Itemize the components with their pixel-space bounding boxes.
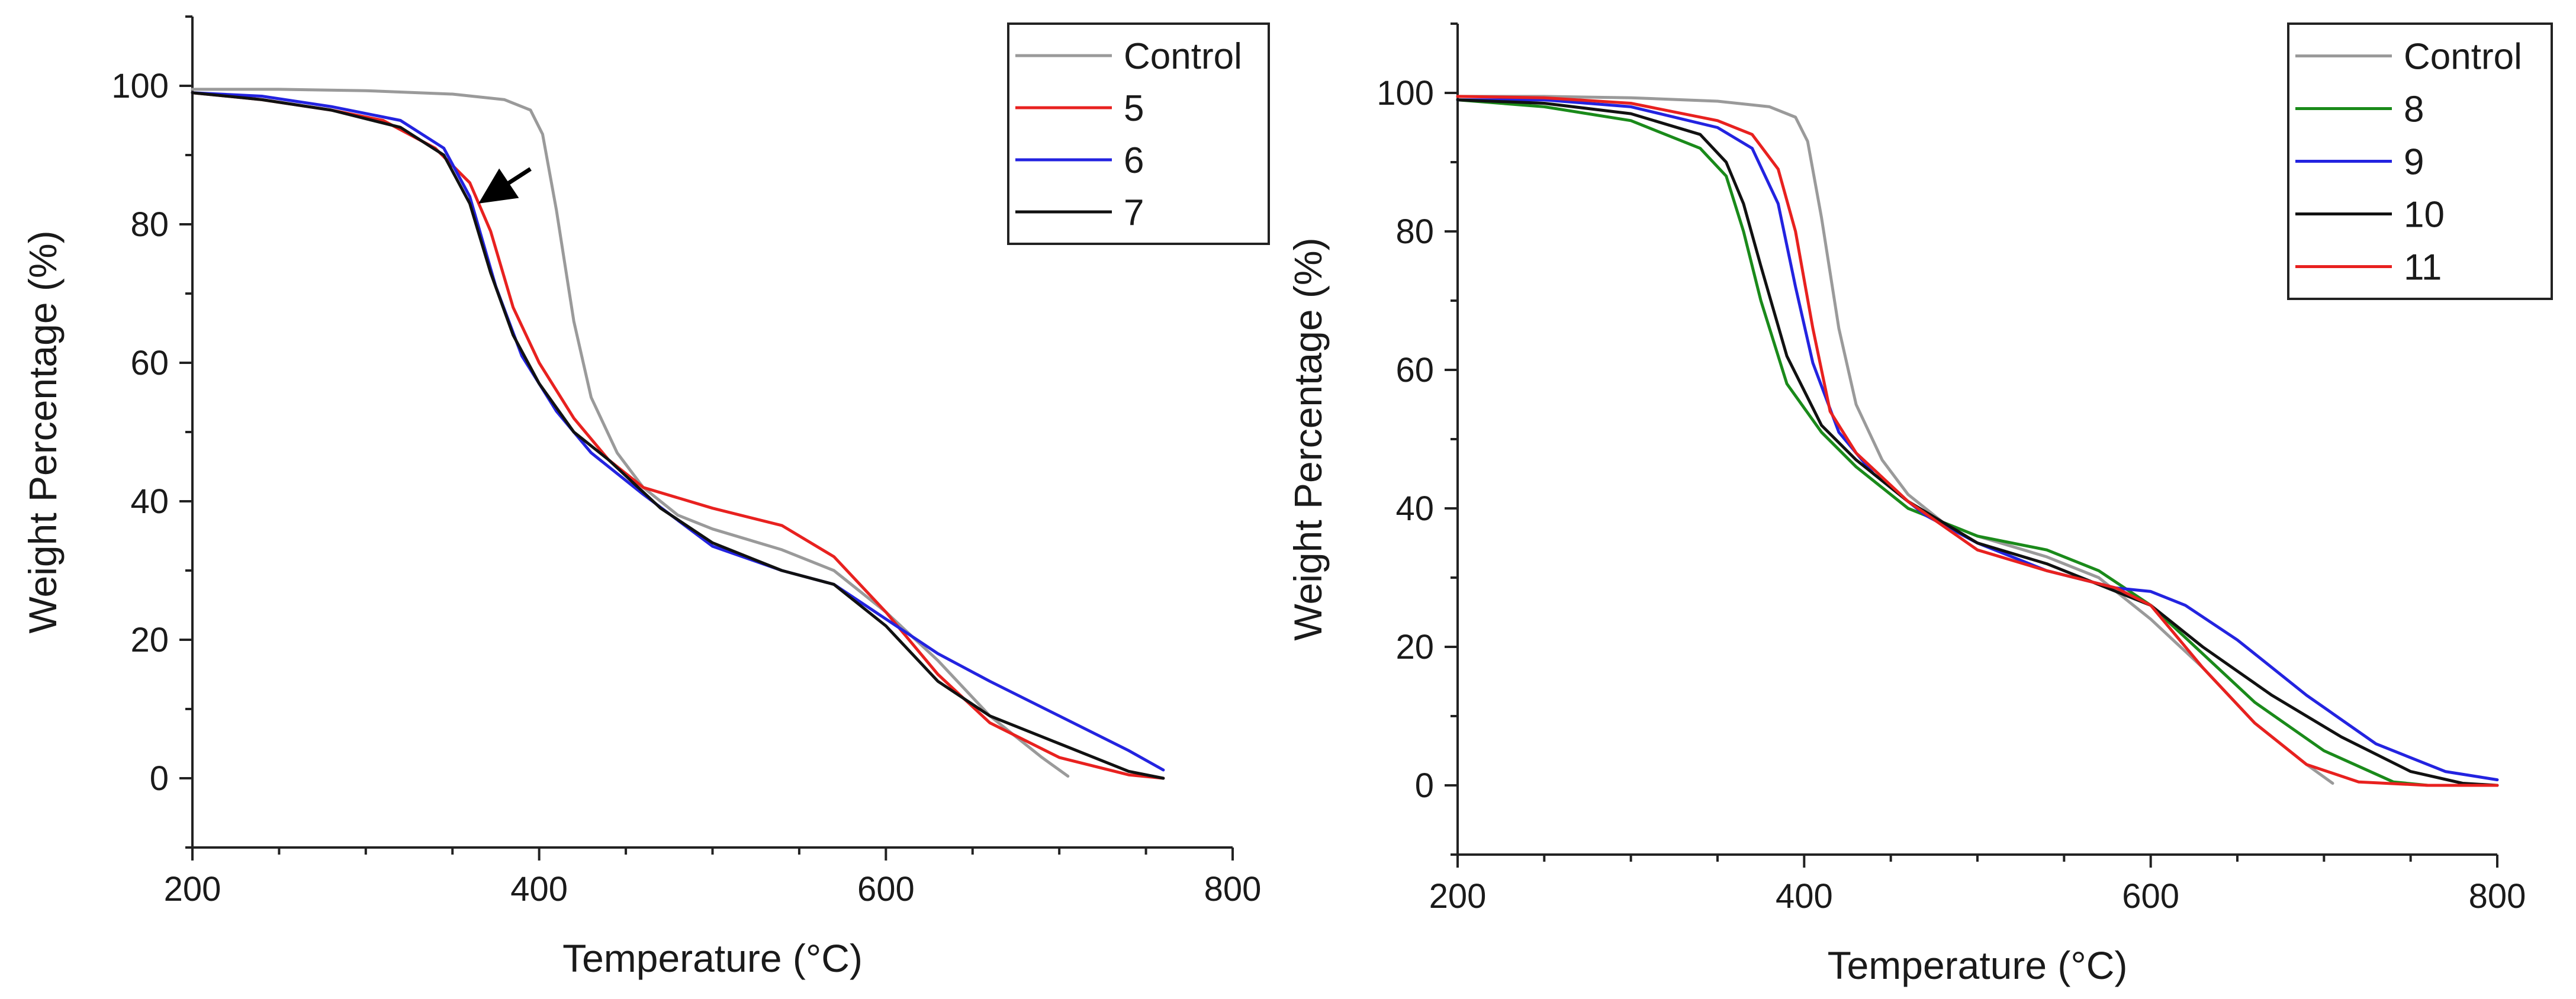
y-tick-label: 100	[1377, 74, 1434, 112]
legend-box	[1007, 22, 1270, 245]
chart-left-panel: 200 400 600 800 0 20 40 60 80 100 Temperature (°C)…	[21, 15, 1270, 980]
legend-label: Control	[1124, 36, 1242, 77]
series-line-8	[1456, 98, 2430, 787]
x-tick-label: 600	[857, 870, 915, 908]
x-tick-label: 400	[1776, 877, 1833, 916]
series-line-control	[191, 88, 1070, 778]
chart-right-panel: 200 400 600 800 0 20 40 60 80 100 Temperature (°C)…	[1286, 22, 2553, 987]
x-tick-label: 400	[510, 870, 568, 908]
legend-label: 8	[2404, 89, 2424, 130]
legend-label: 5	[1124, 88, 1144, 129]
y-axis-label: Weight Percentage (%)	[21, 230, 65, 633]
series-line-control	[1456, 95, 2334, 785]
y-tick-label: 40	[130, 482, 169, 521]
legend-label: 7	[1124, 192, 1144, 233]
y-tick-label: 20	[1395, 628, 1434, 666]
x-tick-label: 800	[2469, 877, 2526, 916]
legend-label: 9	[2404, 142, 2424, 183]
series-line-6	[191, 91, 1165, 772]
x-tick-label: 200	[1429, 877, 1487, 916]
y-tick-label: 80	[130, 205, 169, 244]
x-tick-label: 600	[2122, 877, 2179, 916]
series-line-7	[191, 91, 1165, 780]
legend-label: 10	[2404, 195, 2445, 236]
y-tick-label: 60	[1395, 351, 1434, 389]
y-tick-label: 60	[130, 344, 169, 382]
x-tick-label: 800	[1204, 870, 1262, 908]
series-line-11	[1456, 95, 2499, 787]
y-axis-label: Weight Percentage (%)	[1286, 237, 1330, 640]
annotation-arrow-head	[478, 168, 519, 204]
x-axis-label: Temperature (°C)	[562, 936, 863, 980]
x-tick-label: 200	[164, 870, 221, 908]
legend: Control 8 9 10 11	[2287, 22, 2553, 300]
y-tick-label: 0	[1415, 766, 1434, 805]
y-tick-label: 80	[1395, 212, 1434, 251]
legend: Control 5 6 7	[1007, 22, 1270, 245]
legend-label: 6	[1124, 140, 1144, 181]
y-tick-label: 0	[150, 759, 169, 798]
y-tick-label: 20	[130, 621, 169, 659]
legend-label: Control	[2404, 37, 2522, 78]
y-tick-label: 40	[1395, 489, 1434, 528]
y-tick-label: 100	[111, 67, 169, 105]
legend-label: 11	[2404, 247, 2442, 288]
x-axis-label: Temperature (°C)	[1828, 943, 2128, 987]
